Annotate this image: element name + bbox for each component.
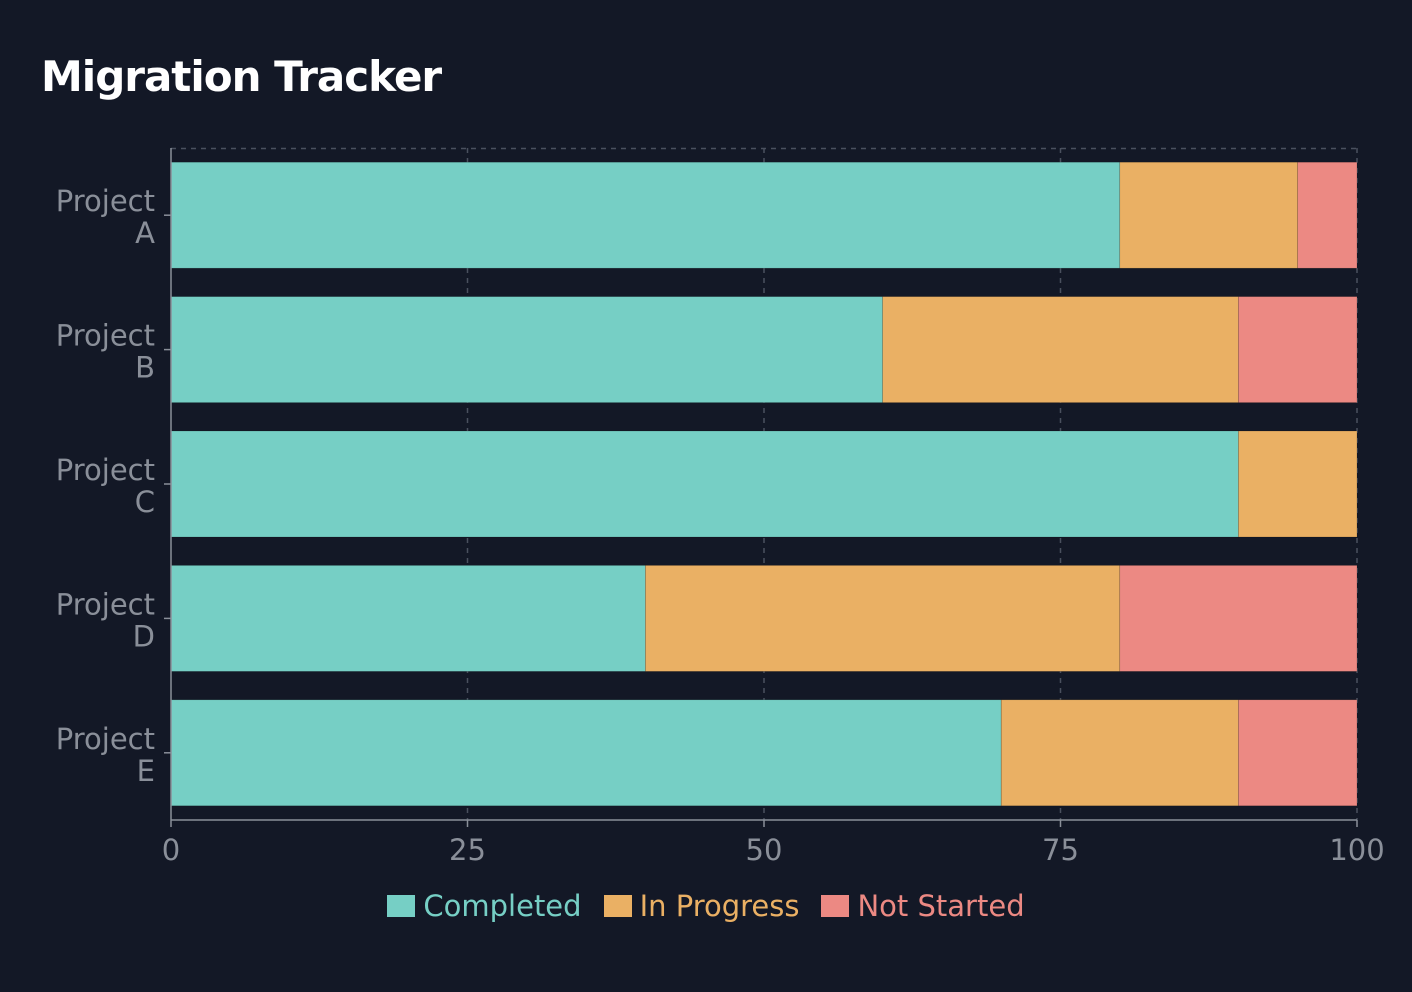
x-tick-label: 75 — [1042, 833, 1079, 867]
bar-segment — [1119, 565, 1358, 672]
y-tick-label: Project C — [56, 453, 155, 519]
bar-segment — [1000, 699, 1239, 807]
y-tick-label: Project B — [56, 319, 155, 385]
bar-segment — [1238, 430, 1358, 538]
y-tick-label: Project E — [56, 722, 155, 788]
y-tick-label-line: B — [135, 351, 155, 385]
bar-segment — [1238, 699, 1358, 807]
bar-segment — [170, 430, 1239, 538]
x-tick-label: 25 — [449, 833, 486, 867]
x-tick-label: 50 — [746, 833, 783, 867]
bar-segment — [882, 296, 1239, 403]
bar-segment — [170, 565, 646, 672]
y-tick-label-line: Project — [56, 722, 155, 756]
legend-swatch — [387, 895, 416, 917]
x-tick-label: 0 — [162, 833, 180, 867]
x-tick-label: 100 — [1329, 833, 1384, 867]
y-tick-label-line: Project — [56, 453, 155, 487]
legend-item[interactable]: In Progress — [603, 889, 800, 923]
legend-label: Not Started — [857, 889, 1025, 923]
chart-legend: Completed In Progress Not Started — [0, 884, 1412, 928]
y-tick-label-line: Project — [56, 319, 155, 353]
y-tick-label-line: C — [135, 485, 155, 519]
bar-segment — [1297, 161, 1358, 269]
y-tick-label-line: D — [133, 619, 155, 653]
bar-segment — [170, 161, 1121, 269]
legend-item[interactable]: Completed — [387, 889, 582, 923]
bar-segment — [170, 296, 883, 403]
y-tick-label: Project A — [56, 184, 155, 250]
y-tick-label-line: Project — [56, 184, 155, 218]
bar-segment — [1119, 161, 1299, 269]
legend-swatch — [603, 895, 632, 917]
y-tick-label-line: Project — [56, 587, 155, 621]
legend-item[interactable]: Not Started — [821, 889, 1025, 923]
bar-segment — [1238, 296, 1358, 403]
legend-label: Completed — [423, 889, 582, 923]
bar-segment — [645, 565, 1121, 672]
y-tick-label-line: A — [135, 216, 155, 250]
legend-swatch — [821, 895, 850, 917]
bar-segment — [170, 699, 1002, 807]
y-tick-label: Project D — [56, 587, 155, 653]
y-tick-label-line: E — [137, 754, 155, 788]
chart-title: Migration Tracker — [41, 52, 442, 101]
legend-label: In Progress — [639, 889, 800, 923]
